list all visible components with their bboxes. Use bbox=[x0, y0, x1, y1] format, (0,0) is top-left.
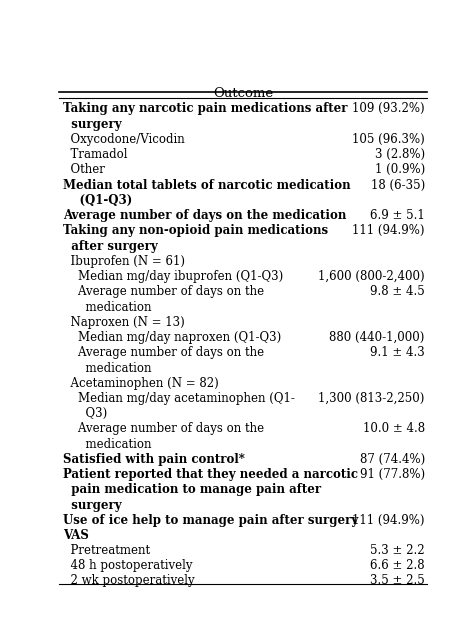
Text: Average number of days on the medication: Average number of days on the medication bbox=[63, 209, 346, 222]
Text: 1 (0.9%): 1 (0.9%) bbox=[374, 163, 425, 176]
Text: Tramadol: Tramadol bbox=[63, 148, 128, 161]
Text: 9.8 ± 4.5: 9.8 ± 4.5 bbox=[370, 285, 425, 298]
Text: 10.0 ± 4.8: 10.0 ± 4.8 bbox=[363, 422, 425, 435]
Text: 87 (74.4%): 87 (74.4%) bbox=[359, 452, 425, 466]
Text: Taking any non-opioid pain medications
  after surgery: Taking any non-opioid pain medications a… bbox=[63, 224, 328, 253]
Text: 3.5 ± 2.5: 3.5 ± 2.5 bbox=[370, 574, 425, 588]
Text: 1,300 (813-2,250): 1,300 (813-2,250) bbox=[319, 392, 425, 404]
Text: 91 (77.8%): 91 (77.8%) bbox=[360, 468, 425, 481]
Text: Other: Other bbox=[63, 163, 105, 176]
Text: VAS: VAS bbox=[63, 529, 89, 542]
Text: 1,600 (800-2,400): 1,600 (800-2,400) bbox=[318, 270, 425, 283]
Text: 48 h postoperatively: 48 h postoperatively bbox=[63, 560, 192, 572]
Text: Satisfied with pain control*: Satisfied with pain control* bbox=[63, 452, 245, 466]
Text: 9.1 ± 4.3: 9.1 ± 4.3 bbox=[370, 346, 425, 359]
Text: 6.6 ± 2.8: 6.6 ± 2.8 bbox=[370, 560, 425, 572]
Text: 111 (94.9%): 111 (94.9%) bbox=[352, 514, 425, 526]
Text: Median mg/day naproxen (Q1-Q3): Median mg/day naproxen (Q1-Q3) bbox=[63, 331, 281, 344]
Text: Median mg/day acetaminophen (Q1-
      Q3): Median mg/day acetaminophen (Q1- Q3) bbox=[63, 392, 295, 420]
Text: Taking any narcotic pain medications after
  surgery: Taking any narcotic pain medications aft… bbox=[63, 102, 347, 131]
Text: 109 (93.2%): 109 (93.2%) bbox=[352, 102, 425, 115]
Text: 18 (6-35): 18 (6-35) bbox=[371, 179, 425, 191]
Text: Average number of days on the
      medication: Average number of days on the medication bbox=[63, 346, 264, 375]
Text: Average number of days on the
      medication: Average number of days on the medication bbox=[63, 422, 264, 450]
Text: Pretreatment: Pretreatment bbox=[63, 544, 150, 557]
Text: Naproxen (N = 13): Naproxen (N = 13) bbox=[63, 316, 185, 329]
Text: 880 (440-1,000): 880 (440-1,000) bbox=[329, 331, 425, 344]
Text: Ibuprofen (N = 61): Ibuprofen (N = 61) bbox=[63, 255, 185, 268]
Text: Patient reported that they needed a narcotic
  pain medication to manage pain af: Patient reported that they needed a narc… bbox=[63, 468, 358, 512]
Text: 2 wk postoperatively: 2 wk postoperatively bbox=[63, 574, 194, 588]
Text: Use of ice help to manage pain after surgery: Use of ice help to manage pain after sur… bbox=[63, 514, 358, 526]
Text: 6.9 ± 5.1: 6.9 ± 5.1 bbox=[370, 209, 425, 222]
Text: Median total tablets of narcotic medication
    (Q1-Q3): Median total tablets of narcotic medicat… bbox=[63, 179, 351, 207]
Text: Acetaminophen (N = 82): Acetaminophen (N = 82) bbox=[63, 376, 219, 390]
Text: 3 (2.8%): 3 (2.8%) bbox=[374, 148, 425, 161]
Text: 111 (94.9%): 111 (94.9%) bbox=[352, 224, 425, 237]
Text: Outcome: Outcome bbox=[213, 87, 273, 100]
Text: Average number of days on the
      medication: Average number of days on the medication bbox=[63, 285, 264, 314]
Text: Median mg/day ibuprofen (Q1-Q3): Median mg/day ibuprofen (Q1-Q3) bbox=[63, 270, 283, 283]
Text: 5.3 ± 2.2: 5.3 ± 2.2 bbox=[370, 544, 425, 557]
Text: Oxycodone/Vicodin: Oxycodone/Vicodin bbox=[63, 133, 185, 146]
Text: 105 (96.3%): 105 (96.3%) bbox=[352, 133, 425, 146]
